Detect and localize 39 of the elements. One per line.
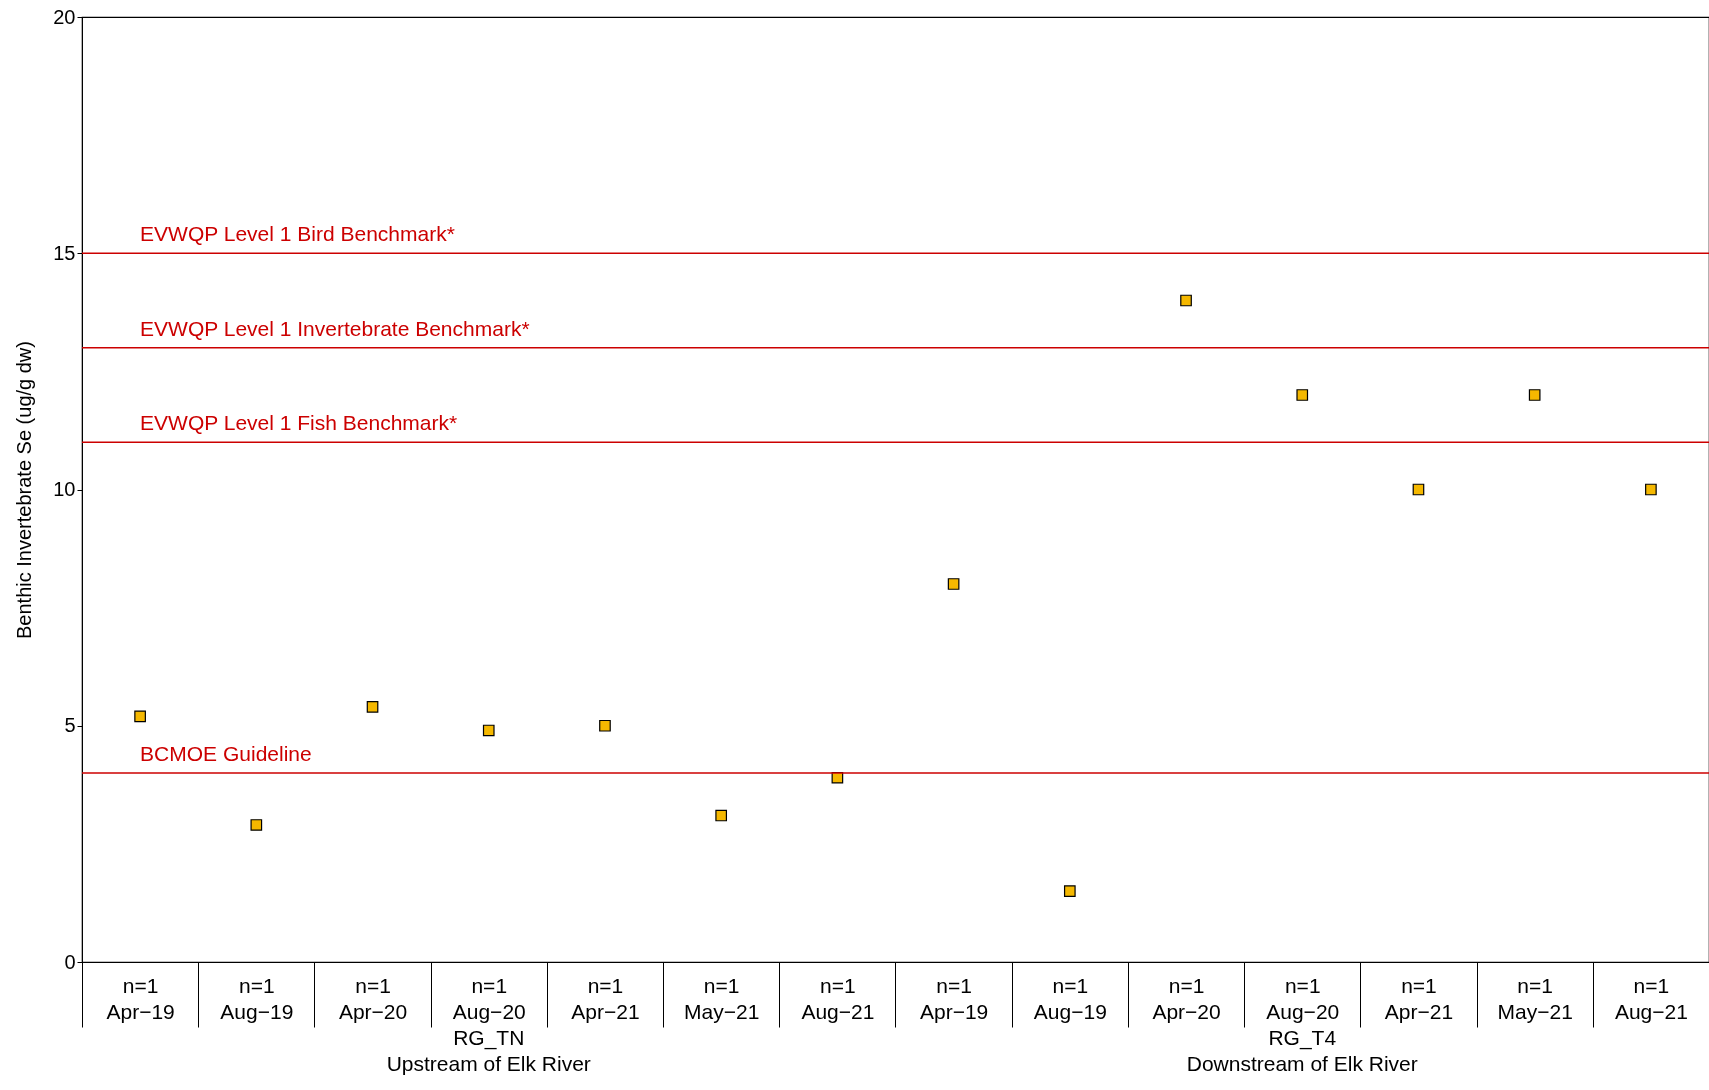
ref-line-label: EVWQP Level 1 Bird Benchmark* — [140, 222, 455, 246]
point — [1063, 885, 1076, 897]
ref-line-label: EVWQP Level 1 Invertebrate Benchmark* — [140, 316, 530, 340]
x-tick-label: n=1 May−21 — [684, 973, 760, 1023]
ref-line-label: EVWQP Level 1 Fish Benchmark* — [140, 411, 458, 435]
x-tick-label: n=1 Apr−21 — [1384, 973, 1454, 1023]
y-axis-title: Benthic Invertebrate Se (ug/g dw) — [13, 341, 36, 639]
point — [1645, 483, 1657, 496]
x-tick-label: n=1 Apr−19 — [106, 973, 175, 1023]
x-tick-label: n=1 Aug−20 — [1266, 973, 1340, 1023]
y-tick-label: 0 — [64, 950, 76, 973]
x-tick-label: n=1 Apr−20 — [1152, 973, 1221, 1023]
point — [1296, 389, 1309, 401]
x-tick-label: n=1 May−21 — [1497, 973, 1573, 1023]
point — [1180, 294, 1192, 307]
x-tick-label: n=1 Aug−19 — [220, 973, 294, 1023]
x-tick-label: n=1 Aug−20 — [452, 973, 526, 1023]
point — [250, 819, 263, 831]
x-tick-label: n=1 Aug−19 — [1033, 973, 1107, 1023]
ref-line-label: BCMOE Guideline — [140, 742, 312, 765]
y-tick-label: 20 — [53, 5, 76, 28]
point — [134, 710, 146, 723]
point — [1412, 483, 1425, 496]
x-tick-label: n=1 Apr−20 — [338, 973, 408, 1023]
point — [1528, 389, 1541, 401]
y-tick-label: 15 — [53, 241, 76, 264]
x-tick-label: n=1 Apr−21 — [571, 973, 640, 1023]
y-tick-label: 10 — [53, 478, 76, 500]
point — [715, 809, 728, 822]
x-tick-label: n=1 Aug−21 — [801, 973, 875, 1023]
text: RG_TN Upstream of Elk River — [386, 1026, 591, 1075]
text: RG_T4 Downstream of Elk River — [1186, 1026, 1418, 1075]
point — [482, 724, 495, 737]
point — [366, 701, 379, 713]
x-tick-label: n=1 Apr−19 — [919, 973, 989, 1023]
point — [599, 719, 611, 732]
y-tick-label: 5 — [64, 714, 76, 737]
point — [947, 578, 960, 590]
x-tick-label: n=1 Aug−21 — [1614, 973, 1688, 1023]
